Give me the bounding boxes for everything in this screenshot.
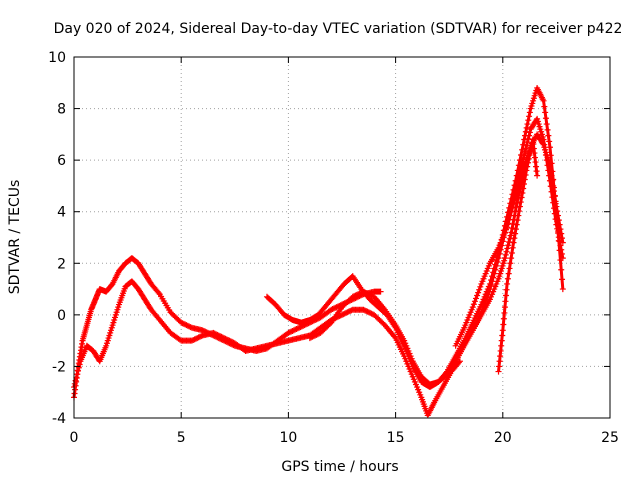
series-trace bbox=[72, 279, 462, 417]
axis-ticks: 0 5 10 15 20 25 -4 -2 0 2 4 6 8 10 bbox=[48, 50, 619, 446]
x-tick-label: 15 bbox=[387, 430, 405, 446]
series-trace bbox=[497, 138, 539, 372]
series-track-7 bbox=[495, 136, 541, 375]
series-trace bbox=[72, 256, 381, 398]
series-trace bbox=[309, 117, 565, 386]
x-tick-label: 5 bbox=[177, 430, 186, 446]
chart-title: Day 020 of 2024, Sidereal Day-to-day VTE… bbox=[54, 21, 623, 37]
y-tick-label: 6 bbox=[57, 153, 66, 169]
y-tick-label: 8 bbox=[57, 102, 66, 118]
y-tick-label: 4 bbox=[57, 205, 66, 221]
x-tick-label: 20 bbox=[494, 430, 512, 446]
data-series bbox=[71, 84, 566, 419]
y-axis-label: SDTVAR / TECUs bbox=[7, 180, 23, 295]
plot-frame bbox=[73, 56, 611, 419]
y-tick-label: -2 bbox=[52, 359, 66, 375]
x-tick-label: 0 bbox=[70, 430, 79, 446]
y-tick-label: 2 bbox=[57, 256, 66, 272]
y-tick-label: 0 bbox=[57, 308, 66, 324]
x-tick-label: 10 bbox=[279, 430, 297, 446]
x-tick-label: 25 bbox=[601, 430, 619, 446]
y-tick-label: 10 bbox=[48, 50, 66, 66]
series-track-6 bbox=[469, 131, 566, 334]
y-tick-label: -4 bbox=[52, 411, 66, 427]
series-trace bbox=[471, 132, 565, 332]
series-track-4 bbox=[306, 115, 566, 388]
x-axis-label: GPS time / hours bbox=[281, 459, 398, 475]
series-trace bbox=[265, 86, 565, 389]
